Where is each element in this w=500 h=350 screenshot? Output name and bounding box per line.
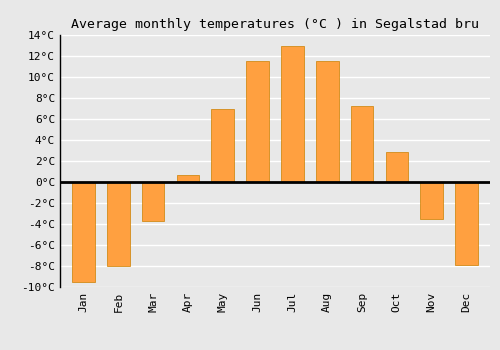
- Bar: [386, 152, 408, 182]
- Bar: [316, 61, 338, 182]
- Title: Average monthly temperatures (°C ) in Segalstad bru: Average monthly temperatures (°C ) in Se…: [71, 18, 479, 31]
- Bar: [281, 46, 303, 182]
- Bar: [420, 182, 443, 219]
- Bar: [107, 182, 130, 266]
- Bar: [212, 108, 234, 182]
- Bar: [142, 182, 165, 221]
- Bar: [246, 61, 269, 182]
- Bar: [72, 182, 95, 282]
- Bar: [176, 175, 200, 182]
- Bar: [455, 182, 478, 265]
- Bar: [350, 106, 374, 182]
